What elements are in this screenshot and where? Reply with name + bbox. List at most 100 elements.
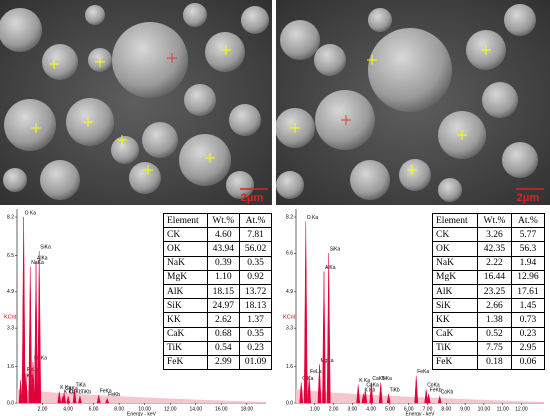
- particle: [241, 6, 269, 34]
- table-row: NaK 0.39 0.35: [163, 255, 272, 271]
- peak-label: MgKa: [320, 358, 333, 364]
- x-tick-label: 3.00: [347, 406, 357, 412]
- table-row: Element Wt.% At.%: [431, 212, 546, 229]
- table-cell: AlK: [163, 283, 208, 300]
- peak-label: TiKa: [382, 376, 392, 382]
- peak-label: MgKa: [34, 355, 47, 361]
- table-cell: KK: [431, 312, 479, 328]
- x-tick-label: 10.00: [478, 406, 491, 412]
- x-tick-label: 10.00: [138, 406, 151, 412]
- table-row: TiK 0.54 0.23: [163, 340, 272, 356]
- peak-label: FeKb: [430, 387, 442, 393]
- peak: [317, 364, 322, 404]
- particle: [502, 142, 538, 178]
- continuum: [17, 389, 266, 403]
- peak-label: C Ka: [22, 374, 33, 380]
- table-cell: 18.13: [239, 298, 272, 314]
- peak-label: AlKa: [37, 256, 48, 262]
- table-row: MgK 1.10 0.92: [163, 269, 272, 285]
- y-tick-label: 6.5: [7, 253, 14, 259]
- table-cell: FeK: [431, 354, 479, 371]
- particle: [504, 4, 536, 36]
- table-cell: 2.99: [206, 354, 241, 371]
- x-tick-label: 6.00: [89, 406, 99, 412]
- peak-label: K Ka: [60, 385, 71, 391]
- table-cell: CK: [431, 227, 479, 243]
- peak-label: O Ka: [25, 210, 37, 216]
- table-cell: 0.35: [239, 326, 272, 342]
- y-axis-label: KCnt: [4, 314, 17, 320]
- table-cell: 18.15: [206, 283, 241, 300]
- peak-label: CoKa: [427, 383, 440, 389]
- x-axis-label: Energy - keV: [127, 411, 157, 416]
- peak-label: C Ka: [302, 376, 313, 382]
- x-tick-label: 4.00: [366, 406, 376, 412]
- table-cell: MgK: [163, 269, 208, 285]
- y-tick-label: 1.6: [7, 364, 14, 370]
- peak-label: K Ka: [359, 378, 370, 384]
- table-cell: 0.68: [206, 326, 241, 342]
- particle: [42, 44, 78, 80]
- particle: [142, 122, 178, 158]
- x-tick-label: 6.00: [404, 406, 414, 412]
- x-tick-label: 14.00: [190, 406, 203, 412]
- peak: [18, 380, 23, 404]
- table-cell: AlK: [431, 283, 479, 300]
- peak: [37, 251, 42, 404]
- x-tick-label: 12.00: [164, 406, 177, 412]
- table-cell: 2.95: [510, 340, 546, 356]
- peak: [28, 266, 33, 404]
- peak: [386, 393, 391, 404]
- table-cell: 1.45: [510, 298, 546, 314]
- table-cell: 2.22: [477, 255, 512, 271]
- y-tick-label: 6.6: [286, 251, 293, 257]
- particle: [183, 3, 207, 27]
- x-tick-label: 16.00: [215, 406, 228, 412]
- table-cell: Wt.%: [477, 212, 512, 229]
- table-row: CK 4.60 7.81: [163, 227, 272, 243]
- table-cell: 1.10: [206, 269, 241, 285]
- table-cell: 0.06: [510, 354, 546, 371]
- peak-label: CaKa: [366, 383, 379, 389]
- table-row: AlK 23.25 17.61: [431, 283, 546, 300]
- table-cell: NaK: [163, 255, 208, 271]
- particle: [368, 8, 392, 32]
- table-row: KK 1.38 0.73: [431, 312, 546, 328]
- table-cell: Wt.%: [206, 212, 241, 229]
- peak: [378, 382, 383, 404]
- peak-label: K Kb: [364, 387, 375, 393]
- x-tick-label: 8.00: [114, 406, 124, 412]
- x-tick-label: 5.00: [385, 406, 395, 412]
- table-cell: 16.44: [477, 269, 512, 285]
- peak: [57, 391, 62, 404]
- table-cell: MgK: [431, 269, 479, 285]
- peak-label: FeKb: [108, 392, 120, 398]
- peak: [78, 396, 82, 404]
- continuum: [296, 389, 544, 403]
- y-tick-label: 1.6: [286, 364, 293, 370]
- table-cell: 4.60: [206, 227, 241, 243]
- peak-label: SiKa: [330, 247, 341, 253]
- particle: [314, 44, 346, 76]
- peak-label: TiKb: [81, 390, 91, 396]
- peak: [66, 396, 71, 404]
- peak-label: TiKa: [76, 383, 86, 389]
- particle: [438, 178, 462, 202]
- peak: [105, 397, 110, 404]
- peak: [437, 396, 442, 404]
- particle: [112, 22, 188, 98]
- peak: [303, 221, 308, 404]
- table-cell: CaK: [431, 326, 479, 342]
- table-cell: KK: [163, 312, 208, 328]
- x-tick-label: 2.00: [329, 406, 339, 412]
- table-row: AlK 18.15 13.72: [163, 283, 272, 300]
- particle: [3, 168, 27, 192]
- table-cell: 2.62: [206, 312, 241, 328]
- table-cell: 3.26: [477, 227, 512, 243]
- table-cell: 56.02: [239, 241, 272, 257]
- table-cell: 0.54: [206, 340, 241, 356]
- x-tick-label: 7.00: [423, 406, 433, 412]
- peak: [414, 375, 419, 404]
- table-row: CaK 0.68 0.35: [163, 326, 272, 342]
- particle: [85, 5, 105, 25]
